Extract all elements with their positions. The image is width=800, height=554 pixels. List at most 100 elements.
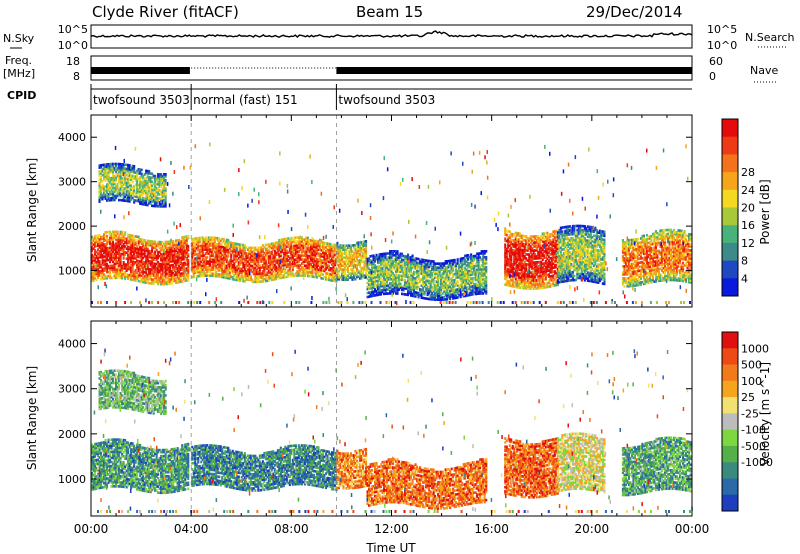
range-gate-cell: [222, 248, 225, 251]
range-gate-cell: [345, 256, 348, 259]
range-gate-cell: [402, 278, 405, 282]
range-gate-cell: [112, 246, 115, 250]
range-gate-cell: [357, 247, 360, 250]
range-gate-cell: [329, 254, 332, 258]
range-gate-cell: [366, 295, 369, 299]
range-gate-cell: [231, 249, 234, 253]
range-gate-cell: [258, 274, 261, 277]
range-gate-cell: [429, 281, 432, 285]
range-gate-cell: [398, 262, 401, 265]
range-gate-cell: [215, 248, 218, 252]
range-gate-cell: [330, 249, 333, 252]
range-gate-cell: [282, 254, 285, 257]
range-gate-cell: [287, 271, 290, 274]
range-gate-cell: [529, 247, 532, 250]
range-gate-cell: [297, 256, 300, 259]
range-gate-cell: [471, 263, 474, 266]
range-gate-cell: [197, 242, 200, 246]
range-gate-cell: [263, 273, 266, 277]
range-gate-cell: [140, 278, 143, 281]
range-gate-cell: [504, 243, 507, 246]
range-gate-cell: [209, 240, 212, 243]
range-gate-cell: [131, 270, 134, 274]
range-gate-cell: [133, 272, 136, 276]
range-gate-cell: [507, 246, 510, 249]
range-gate-cell: [300, 272, 303, 275]
range-gate-cell: [100, 235, 103, 239]
range-gate-cell: [444, 282, 447, 285]
range-gate-cell: [191, 241, 194, 245]
range-gate-cell: [508, 282, 511, 285]
range-gate-cell: [178, 264, 181, 268]
range-gate-cell: [293, 238, 296, 242]
range-gate-cell: [178, 278, 181, 282]
range-gate-cell: [390, 262, 393, 265]
range-gate-cell: [348, 276, 351, 279]
range-gate-cell: [538, 284, 541, 288]
range-gate-cell: [152, 258, 155, 261]
range-gate-cell: [519, 240, 522, 243]
range-gate-cell: [176, 257, 179, 260]
range-gate-cell: [428, 273, 431, 277]
range-gate-cell: [151, 282, 154, 285]
range-gate-cell: [417, 291, 420, 295]
range-gate-cell: [534, 277, 537, 280]
range-gate-cell: [414, 271, 417, 274]
range-gate-cell: [164, 266, 167, 270]
range-gate-cell: [511, 243, 514, 246]
range-gate-cell: [158, 246, 161, 250]
range-gate-cell: [164, 270, 167, 274]
range-gate-cell: [549, 271, 552, 274]
range-gate-cell: [293, 244, 296, 248]
range-gate-cell: [440, 276, 443, 279]
range-gate-cell: [342, 268, 345, 271]
range-gate-cell: [224, 268, 227, 271]
range-gate-cell: [517, 286, 520, 289]
range-gate-cell: [452, 279, 455, 282]
range-gate-cell: [393, 278, 396, 281]
range-gate-cell: [517, 252, 520, 255]
range-gate-cell: [363, 262, 366, 265]
range-gate-cell: [275, 247, 278, 251]
range-gate-cell: [315, 252, 318, 255]
range-gate-cell: [434, 266, 437, 269]
range-gate-cell: [185, 243, 188, 246]
range-gate-cell: [384, 266, 387, 269]
range-gate-cell: [447, 259, 450, 263]
range-gate-cell: [480, 250, 483, 253]
range-gate-cell: [514, 237, 517, 241]
range-gate-cell: [446, 280, 449, 283]
range-gate-cell: [157, 252, 160, 256]
range-gate-cell: [206, 246, 209, 249]
range-gate-cell: [529, 283, 532, 286]
range-gate-cell: [110, 252, 113, 256]
range-gate-cell: [266, 251, 269, 254]
range-gate-cell: [228, 267, 231, 270]
range-gate-cell: [172, 257, 175, 261]
range-gate-cell: [137, 275, 140, 279]
range-gate-cell: [287, 237, 290, 240]
range-gate-cell: [231, 271, 234, 275]
range-gate-cell: [453, 288, 456, 292]
range-gate-cell: [351, 272, 354, 275]
range-gate-cell: [314, 263, 317, 267]
range-gate-cell: [422, 286, 425, 290]
range-gate-cell: [115, 262, 118, 266]
range-gate-cell: [510, 250, 513, 254]
range-gate-cell: [431, 288, 434, 291]
range-gate-cell: [384, 292, 387, 295]
range-gate-cell: [242, 257, 245, 261]
range-gate-cell: [547, 259, 550, 262]
range-gate-cell: [507, 284, 510, 287]
range-gate-cell: [390, 250, 393, 253]
range-gate-cell: [161, 256, 164, 260]
range-gate-cell: [327, 274, 330, 278]
range-gate-cell: [465, 278, 468, 281]
noise-panel: [90, 24, 693, 49]
range-gate-cell: [320, 267, 323, 270]
range-gate-cell: [121, 272, 124, 276]
range-gate-cell: [91, 255, 94, 259]
range-gate-cell: [216, 255, 219, 258]
range-gate-cell: [261, 274, 264, 277]
range-gate-cell: [555, 275, 558, 279]
